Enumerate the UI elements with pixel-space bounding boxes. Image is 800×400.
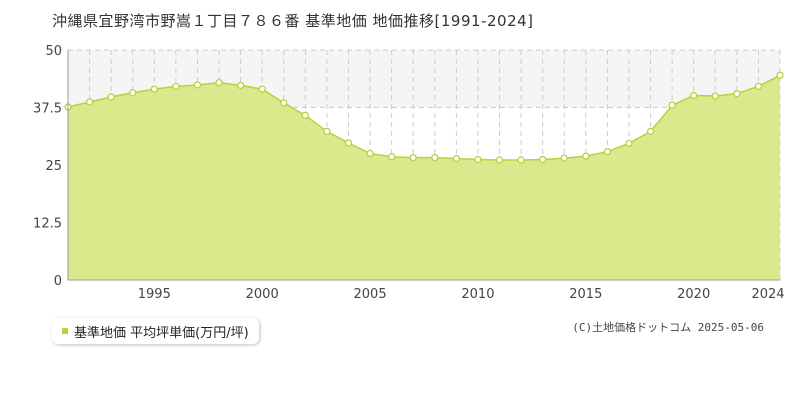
data-point xyxy=(431,153,439,162)
data-point xyxy=(495,156,504,164)
x-tick-label: 2000 xyxy=(246,287,279,302)
data-point xyxy=(452,154,461,163)
x-tick-label: 2010 xyxy=(461,287,494,302)
data-point xyxy=(690,91,698,100)
data-point xyxy=(215,79,223,87)
y-tick-label: 12.5 xyxy=(33,217,62,232)
data-point xyxy=(172,82,180,90)
x-tick-labels: 1995 2000 2005 2010 2015 2020 2024 xyxy=(138,287,785,302)
series-points xyxy=(64,71,784,164)
x-tick-label: 2024 xyxy=(751,287,784,302)
chart-title: 沖縄県宜野湾市野嵩１丁目７８６番 基準地価 地価推移[1991-2024] xyxy=(52,12,534,30)
data-point xyxy=(193,81,202,89)
data-point xyxy=(517,156,525,164)
data-point xyxy=(560,154,568,162)
x-tick-label: 1995 xyxy=(138,287,171,302)
data-point xyxy=(366,149,374,158)
data-point xyxy=(754,82,763,90)
x-tick-label: 2005 xyxy=(354,287,387,302)
data-point xyxy=(107,93,115,101)
data-point xyxy=(387,153,396,161)
y-tick-label: 0 xyxy=(54,274,62,289)
data-point xyxy=(711,92,719,100)
data-point xyxy=(539,155,547,164)
series-line xyxy=(67,74,781,161)
data-point xyxy=(582,152,590,160)
legend: 基準地価 平均坪単価(万円/坪) xyxy=(52,318,259,344)
data-point xyxy=(323,127,331,136)
y-tick-label: 25 xyxy=(45,159,62,174)
legend-swatch xyxy=(62,328,68,334)
data-point xyxy=(603,148,612,156)
data-point xyxy=(733,90,741,98)
y-tick-label: 37.5 xyxy=(33,102,62,117)
y-tick-labels: 0 12.5 25 37.5 50 xyxy=(33,44,62,289)
data-point xyxy=(646,127,655,136)
data-point xyxy=(625,139,633,148)
data-point xyxy=(129,89,137,97)
x-tick-label: 2020 xyxy=(677,287,710,302)
data-point xyxy=(668,101,676,109)
copyright-text: (C)土地価格ドットコム 2025-05-06 xyxy=(572,321,764,334)
data-point xyxy=(150,85,158,93)
data-point xyxy=(344,139,353,147)
y-tick-label: 50 xyxy=(45,44,62,59)
data-point xyxy=(258,85,266,93)
data-point xyxy=(301,111,309,119)
data-point xyxy=(85,98,94,106)
data-point xyxy=(776,71,784,79)
legend-label: 基準地価 平均坪単価(万円/坪) xyxy=(74,325,249,341)
series-area xyxy=(68,75,780,280)
data-point xyxy=(474,155,482,164)
data-point xyxy=(409,153,417,162)
x-tick-label: 2015 xyxy=(569,287,602,302)
data-point xyxy=(280,99,288,107)
data-point xyxy=(236,81,245,90)
